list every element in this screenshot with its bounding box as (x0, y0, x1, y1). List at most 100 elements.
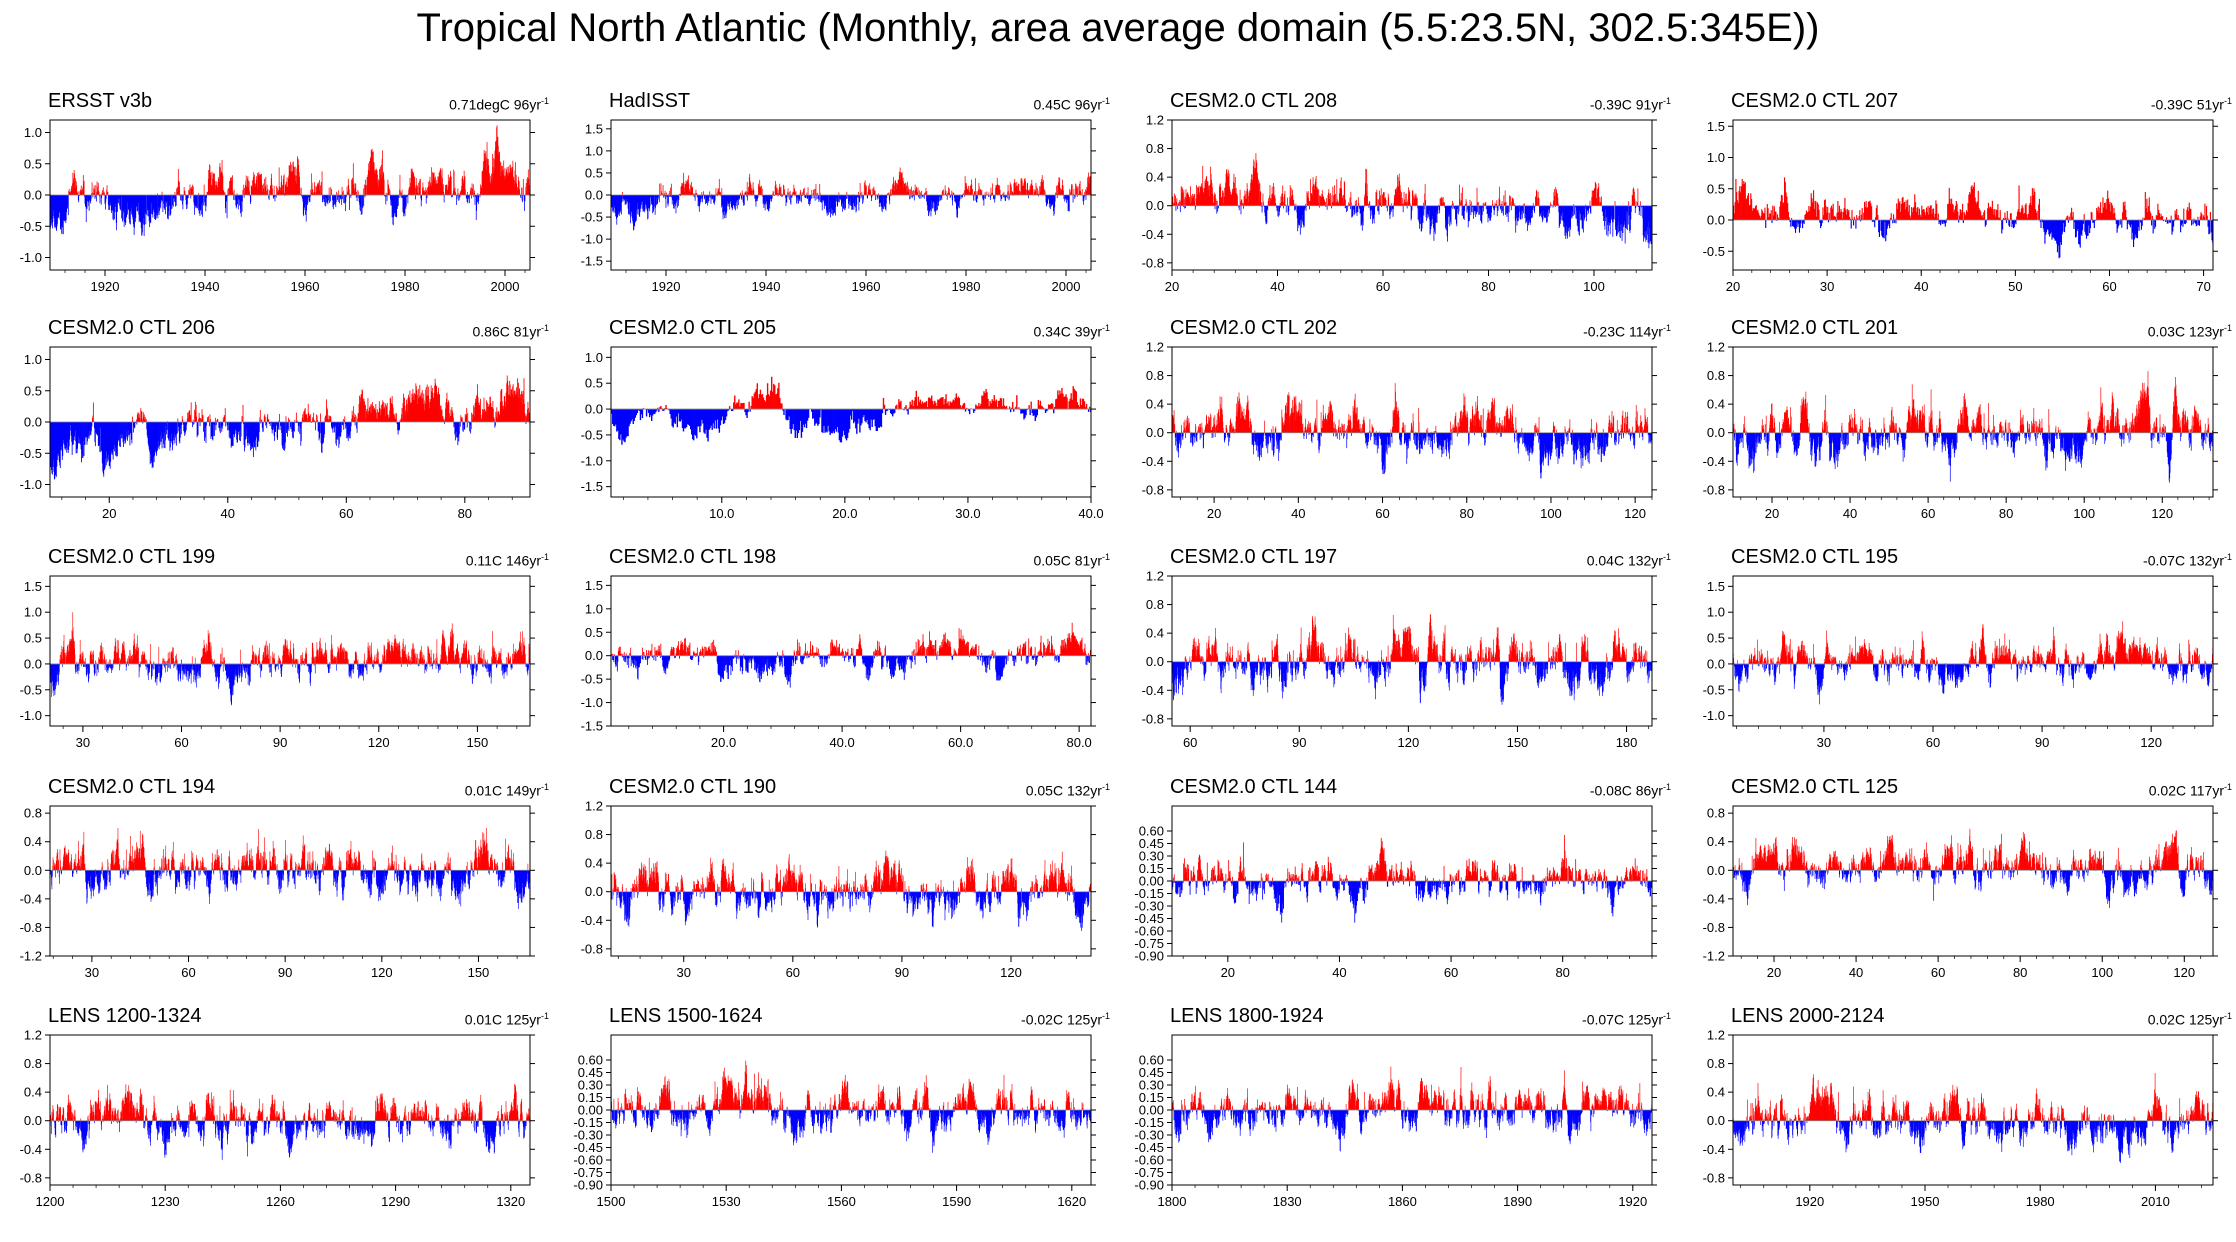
bar (1812, 202, 1814, 220)
bar (342, 195, 343, 200)
bar (1290, 187, 1292, 206)
bar (1428, 205, 1430, 211)
bar (1598, 183, 1600, 206)
bar (328, 415, 330, 422)
bar (57, 422, 59, 456)
bar (1363, 205, 1365, 208)
bar (891, 189, 893, 195)
bar (352, 163, 354, 195)
bar (1088, 172, 1089, 195)
bar (62, 422, 64, 441)
bar (1225, 182, 1226, 206)
bar (285, 184, 287, 195)
bar (1047, 195, 1049, 201)
bar (769, 195, 771, 209)
bar (229, 422, 231, 431)
bar (147, 195, 149, 217)
bar (1383, 192, 1385, 206)
bar (181, 416, 183, 422)
bar (1046, 195, 1048, 205)
bar (364, 401, 365, 422)
bar (1608, 205, 1610, 223)
bar (301, 195, 303, 197)
bar (280, 422, 282, 426)
bar (1412, 196, 1414, 206)
bar (800, 189, 801, 195)
bar (377, 419, 379, 422)
bar (660, 183, 662, 195)
bar (654, 195, 656, 197)
bar (1255, 159, 1257, 206)
bar (526, 191, 528, 195)
bar (941, 195, 943, 201)
bar (1939, 220, 1941, 223)
bar (1346, 205, 1348, 208)
bar (99, 195, 100, 197)
bar (982, 195, 984, 201)
bar (81, 193, 83, 195)
bar (481, 185, 483, 195)
bar (1548, 205, 1550, 210)
bar (2121, 220, 2123, 228)
bar (1312, 177, 1314, 206)
bar (1247, 191, 1249, 206)
bar (993, 195, 994, 199)
bar (142, 422, 144, 424)
bar (282, 179, 284, 195)
bar (463, 170, 465, 195)
bar (1916, 207, 1918, 220)
bar (807, 187, 809, 195)
bar (287, 186, 288, 195)
bar (242, 404, 244, 422)
bar (142, 412, 144, 422)
y-tick-label: 0.0 (24, 188, 42, 203)
bar (1002, 193, 1004, 195)
bar (2082, 220, 2084, 231)
bar (288, 175, 290, 195)
bar (1587, 205, 1589, 211)
bar (1200, 187, 1202, 206)
bar (1946, 218, 1948, 220)
bar (676, 195, 678, 201)
bar (256, 176, 258, 195)
bar (1051, 195, 1052, 205)
bar (523, 195, 525, 201)
bar (2198, 220, 2200, 225)
bar (1960, 210, 1962, 220)
x-tick-label: 100 (1583, 279, 1605, 294)
bar (1501, 201, 1503, 206)
bar (211, 184, 213, 195)
bar (1605, 205, 1607, 210)
bar (845, 195, 847, 197)
bar (252, 422, 254, 449)
bar (234, 195, 236, 201)
bar (425, 187, 427, 195)
bar (767, 195, 769, 210)
bar (1928, 214, 1930, 220)
bar (215, 185, 217, 195)
bar (1630, 205, 1632, 220)
bar (446, 184, 448, 195)
bar (1323, 196, 1324, 206)
bar (1359, 205, 1361, 214)
trend-label: 0.86C 81yr-1 (473, 319, 550, 341)
bar (1418, 205, 1420, 222)
bar (154, 422, 156, 452)
bar (1523, 203, 1525, 206)
bar (1275, 204, 1277, 206)
bar (830, 195, 832, 201)
bar (483, 150, 485, 195)
bar (1083, 195, 1085, 198)
bar (415, 195, 416, 200)
bar (269, 190, 270, 195)
bar (1748, 205, 1750, 220)
bar (1261, 202, 1263, 206)
bar (1078, 193, 1079, 195)
bar (2031, 188, 2033, 220)
bar (811, 189, 813, 195)
bar (302, 195, 304, 202)
panel-title: CESM2.0 CTL 206 (48, 316, 215, 340)
bar (1604, 205, 1606, 230)
bar (970, 184, 972, 195)
bar (124, 422, 125, 439)
